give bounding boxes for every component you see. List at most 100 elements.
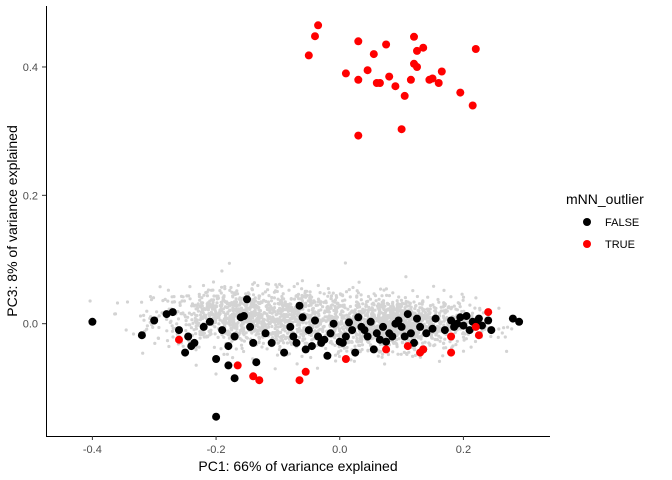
background-point [503,335,507,339]
background-point [442,288,446,292]
background-point [478,308,482,312]
background-point [243,308,247,312]
point-false [224,342,233,351]
background-point [432,344,436,348]
background-point [208,311,212,316]
y-axis-title: PC3: 8% of variance explained [4,125,20,316]
background-point [454,307,458,311]
background-point [359,293,363,297]
background-point [221,307,225,311]
point-false [184,332,193,341]
point-false [301,345,310,354]
background-point [148,295,153,299]
background-point [403,306,407,310]
background-point [229,285,233,290]
background-point [236,321,240,325]
point-true [447,348,456,357]
background-point [216,335,220,339]
point-true [419,345,428,354]
background-point [396,331,400,335]
background-point [317,314,321,318]
point-false [351,348,360,357]
background-point [165,339,170,343]
background-point [428,315,433,319]
background-point [240,338,244,342]
background-point [183,313,187,317]
background-point [265,347,269,351]
background-point [470,311,475,315]
background-point [259,300,263,304]
background-point [417,302,422,306]
background-point [218,304,222,308]
background-point [219,300,223,304]
point-false [190,338,199,347]
background-point [275,338,279,342]
background-point [275,353,280,357]
background-point [348,304,352,309]
background-point [195,306,200,310]
point-false [410,338,418,347]
x-tick-label: 0.2 [456,444,471,456]
background-point [282,324,286,328]
background-point [223,285,227,289]
background-point [275,285,279,289]
point-false [239,312,248,320]
point-true [354,131,363,140]
background-point [228,301,232,305]
point-true [413,46,421,55]
background-point [273,302,277,306]
background-point [399,304,403,309]
background-point [294,317,298,321]
background-point [428,318,432,322]
background-point [343,298,347,302]
background-point [211,304,215,308]
background-point [207,306,211,310]
background-point [261,325,265,329]
background-point [392,317,396,321]
background-point [275,334,280,338]
point-false [508,314,517,323]
background-point [138,314,143,318]
background-point [436,297,440,302]
background-point [372,313,376,317]
background-point [292,297,297,301]
background-point [449,295,453,299]
background-point [279,312,283,316]
background-point [395,299,399,303]
point-true [428,74,437,83]
point-false [289,332,298,341]
point-false [175,326,183,335]
background-point [298,329,302,333]
background-point [175,322,179,326]
background-point [366,348,370,352]
background-point [318,322,322,326]
background-point [443,337,447,341]
background-point [311,324,315,328]
point-false [422,329,431,338]
background-point [315,366,320,370]
background-point [250,331,254,335]
background-point [376,354,380,358]
background-point [213,317,217,321]
background-point [278,335,282,339]
point-false [181,348,190,357]
background-point [295,313,299,317]
background-point [283,315,287,319]
background-point [226,310,230,314]
background-point [368,297,372,301]
series-true-layer [175,21,493,385]
point-true [437,67,446,76]
background-point [395,303,399,307]
background-point [209,332,213,336]
point-false [280,348,289,357]
background-point [232,312,236,316]
point-true [403,342,412,351]
background-point [357,280,361,284]
background-point [297,335,302,339]
background-point [386,352,390,357]
background-point [211,312,215,316]
background-point [276,341,280,345]
point-true [413,63,421,71]
background-point [335,315,339,319]
background-point [181,295,185,299]
